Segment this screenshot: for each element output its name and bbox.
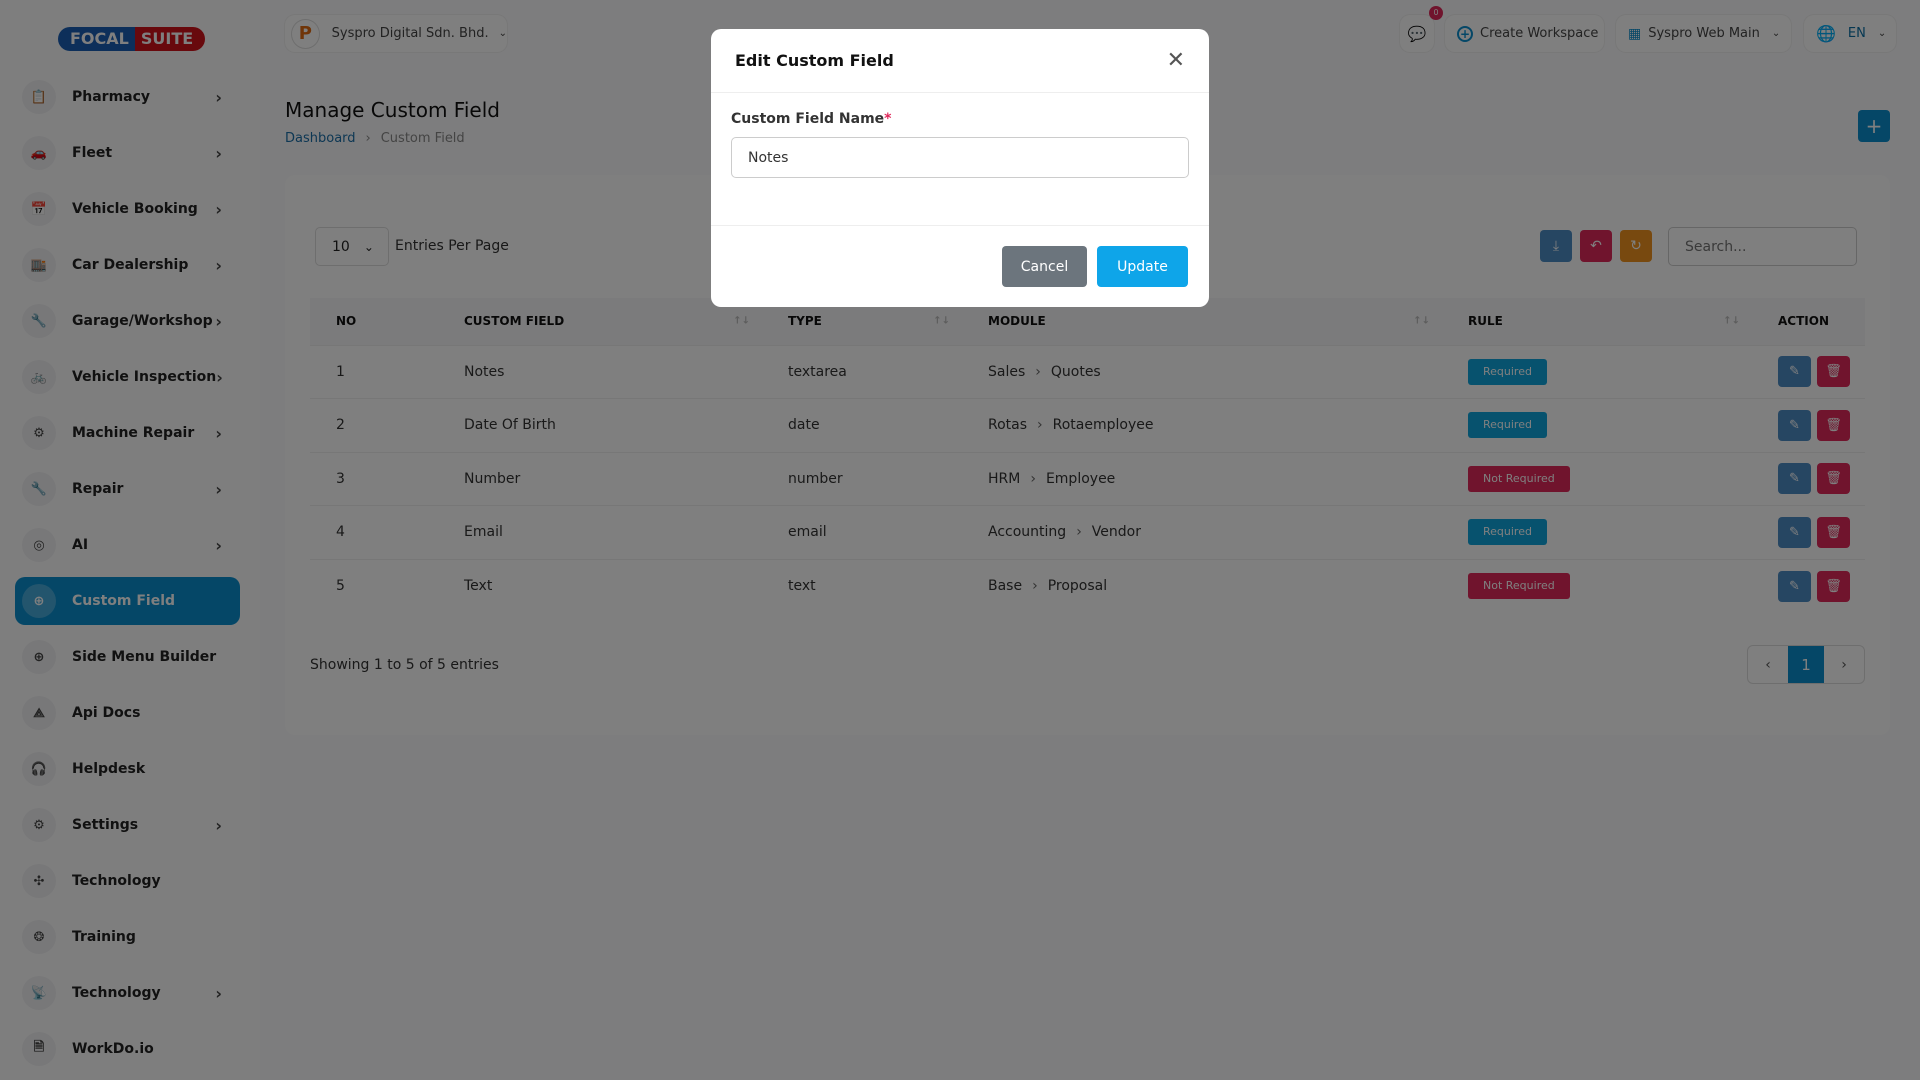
edit-custom-field-modal: Edit Custom Field ✕ Custom Field Name* C…: [711, 29, 1209, 307]
update-button[interactable]: Update: [1097, 246, 1188, 287]
cancel-button[interactable]: Cancel: [1002, 246, 1087, 287]
modal-title: Edit Custom Field: [735, 51, 894, 70]
field-label: Custom Field Name*: [731, 111, 892, 127]
custom-field-name-input[interactable]: [731, 137, 1189, 178]
close-icon[interactable]: ✕: [1166, 48, 1185, 73]
